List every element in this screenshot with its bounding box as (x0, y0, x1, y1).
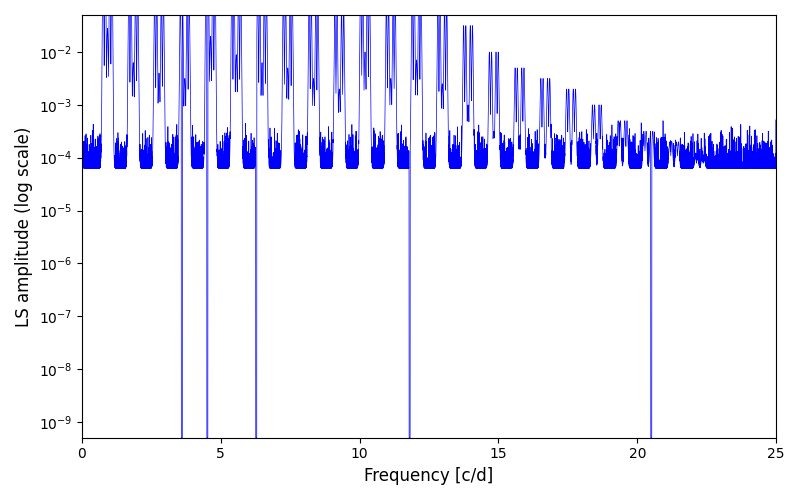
Y-axis label: LS amplitude (log scale): LS amplitude (log scale) (15, 126, 33, 326)
X-axis label: Frequency [c/d]: Frequency [c/d] (364, 467, 494, 485)
